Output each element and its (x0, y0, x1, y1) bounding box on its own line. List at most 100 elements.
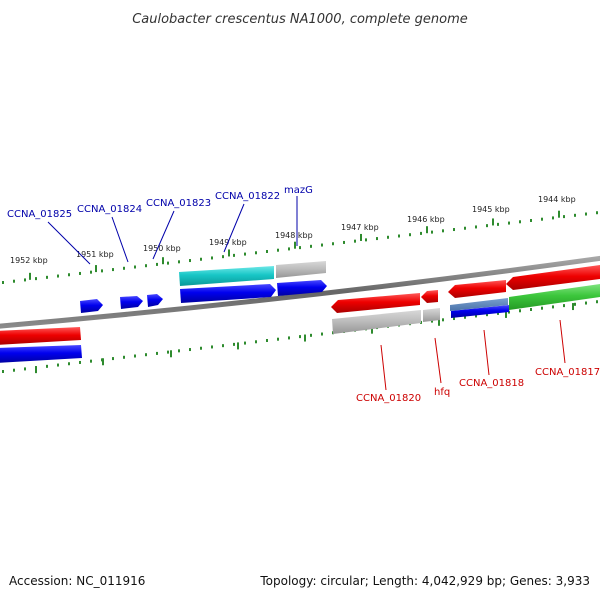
gene-mazG[interactable] (277, 280, 327, 296)
gene-CCNA_01823[interactable] (147, 294, 163, 307)
minor-tick (112, 357, 114, 361)
gene-hfq[interactable] (421, 290, 438, 303)
gene-label[interactable]: mazG (284, 185, 313, 196)
scale-label: 1948 kbp (275, 231, 313, 240)
gene-mazG-product[interactable] (276, 261, 326, 278)
minor-tick (596, 211, 598, 215)
minor-tick (519, 220, 521, 224)
gene-CCNA_01822-product[interactable] (179, 266, 274, 286)
minor-tick (508, 221, 510, 225)
minor-tick (222, 344, 224, 348)
gene-red-left[interactable] (0, 327, 81, 345)
minor-tick (563, 215, 565, 219)
minor-tick (189, 348, 191, 352)
major-tick (304, 334, 306, 342)
minor-tick (288, 336, 290, 340)
major-tick (237, 342, 239, 350)
minor-tick (123, 266, 125, 270)
minor-tick (464, 315, 466, 319)
minor-tick (35, 277, 37, 281)
minor-tick (145, 353, 147, 357)
minor-tick (574, 213, 576, 217)
minor-tick (134, 354, 136, 358)
gene-label[interactable]: CCNA_01825 (7, 209, 72, 220)
gene-label[interactable]: CCNA_01822 (215, 191, 280, 202)
minor-tick (475, 225, 477, 229)
minor-tick (486, 313, 488, 317)
minor-tick (156, 351, 158, 355)
minor-tick (365, 238, 367, 242)
gene-label[interactable]: CCNA_01818 (459, 378, 524, 389)
minor-tick (585, 212, 587, 216)
minor-tick (288, 247, 290, 251)
minor-tick (156, 262, 158, 266)
minor-tick (376, 237, 378, 241)
minor-tick (244, 341, 246, 345)
minor-tick (167, 261, 169, 265)
gene-CCNA_01817-product[interactable] (509, 284, 600, 310)
minor-tick (299, 335, 301, 339)
gene-CCNA_01818-product[interactable] (450, 298, 508, 311)
minor-tick (596, 300, 598, 304)
minor-tick (497, 311, 499, 315)
major-tick (505, 310, 507, 318)
minor-tick (431, 230, 433, 234)
major-tick (228, 249, 230, 257)
minor-tick (541, 306, 543, 310)
minor-tick (233, 253, 235, 257)
minor-tick (200, 257, 202, 261)
gene-CCNA_01818-product-blue[interactable] (451, 305, 509, 318)
minor-tick (310, 333, 312, 337)
minor-tick (508, 310, 510, 314)
small-forward-genes (80, 294, 163, 313)
minor-tick (68, 273, 70, 277)
minor-tick (519, 309, 521, 313)
minor-tick (211, 345, 213, 349)
minor-tick (90, 270, 92, 274)
minor-tick (442, 318, 444, 322)
gene-CCNA_01818[interactable] (448, 280, 506, 298)
minor-tick (24, 278, 26, 282)
gene-CCNA_01820[interactable] (331, 293, 420, 313)
minor-tick (24, 367, 26, 371)
minor-tick (68, 362, 70, 366)
major-tick (426, 226, 428, 234)
gene-track-right (331, 265, 600, 334)
gene-CCNA_01817[interactable] (506, 265, 600, 290)
gene-CCNA_01825[interactable] (80, 299, 103, 313)
gene-label[interactable]: CCNA_01817 (535, 367, 600, 378)
gene-CCNA_01824[interactable] (120, 296, 143, 309)
gene-CCNA_01822[interactable] (180, 284, 276, 303)
minor-tick (90, 359, 92, 363)
map-title: Caulobacter crescentus NA1000, complete … (132, 12, 468, 27)
minor-tick (343, 240, 345, 244)
gene-label[interactable]: CCNA_01823 (146, 198, 211, 209)
minor-tick (178, 260, 180, 264)
minor-tick (211, 256, 213, 260)
minor-tick (178, 349, 180, 353)
scale-label: 1944 kbp (538, 195, 576, 204)
gene-hfq-product[interactable] (423, 308, 440, 322)
gene-CCNA_01820-product[interactable] (332, 310, 421, 334)
scale-ticks-inner (2, 300, 598, 374)
minor-tick (442, 229, 444, 233)
leader-lines-top (47, 196, 298, 265)
minor-tick (167, 350, 169, 354)
gene-labels-top: CCNA_01825 CCNA_01824 CCNA_01823 CCNA_01… (7, 185, 313, 220)
gene-label[interactable]: hfq (434, 387, 450, 398)
minor-tick (277, 337, 279, 341)
minor-tick (79, 360, 81, 364)
gene-label[interactable]: CCNA_01820 (356, 393, 421, 404)
major-tick (360, 233, 362, 241)
minor-tick (453, 228, 455, 232)
gene-blue-left[interactable] (0, 345, 82, 363)
major-tick (35, 366, 37, 374)
major-tick (102, 358, 104, 366)
minor-tick (475, 314, 477, 318)
gene-label[interactable]: CCNA_01824 (77, 204, 142, 215)
minor-tick (464, 226, 466, 230)
minor-tick (13, 368, 15, 372)
minor-tick (552, 216, 554, 220)
gene-labels-bottom: CCNA_01820 hfq CCNA_01818 CCNA_01817 (356, 367, 600, 404)
